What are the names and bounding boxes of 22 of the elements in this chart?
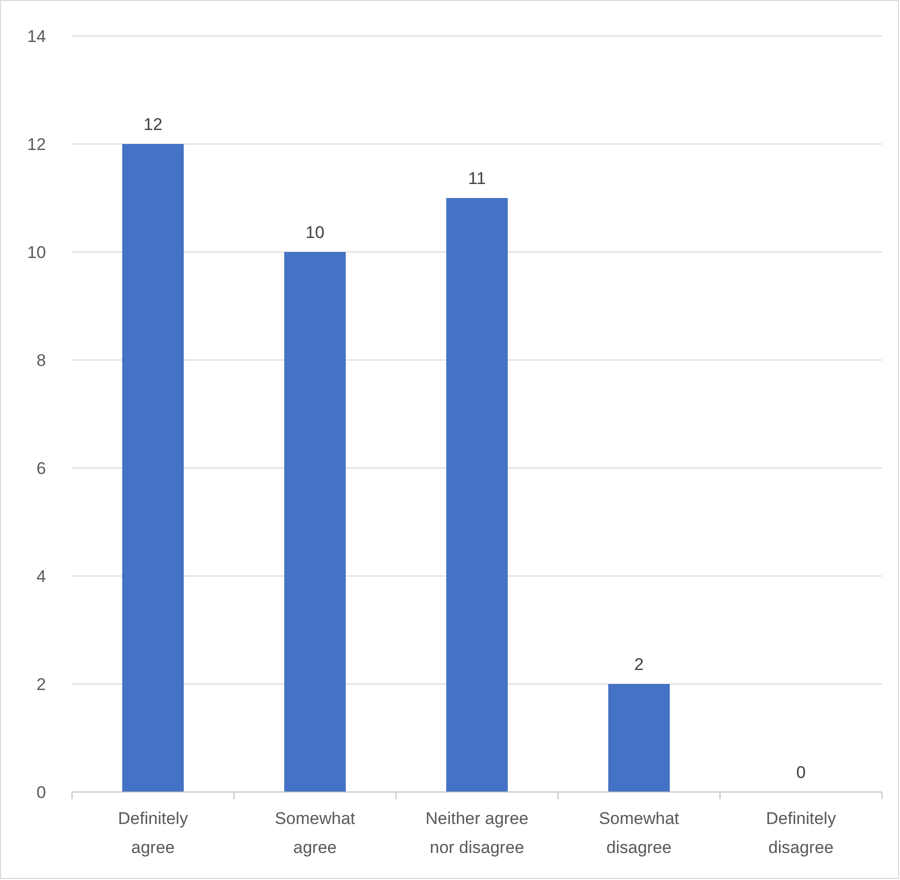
data-label: 10 xyxy=(306,223,324,242)
y-tick-label: 6 xyxy=(36,458,46,478)
y-tick-label: 14 xyxy=(27,26,46,46)
y-tick-label: 4 xyxy=(36,566,46,586)
x-tick-label: Definitely agree xyxy=(118,809,188,857)
x-tick-label: Neither agree nor disagree xyxy=(425,809,529,857)
bar xyxy=(284,252,346,792)
y-tick-label: 10 xyxy=(27,242,46,262)
y-tick-label: 8 xyxy=(36,350,46,370)
y-tick-label: 0 xyxy=(36,782,46,802)
data-label: 2 xyxy=(634,655,644,674)
y-tick-label: 12 xyxy=(27,134,46,154)
y-tick-label: 2 xyxy=(36,674,46,694)
x-tick-label: Definitely disagree xyxy=(766,809,836,857)
data-label: 11 xyxy=(468,169,486,188)
bar xyxy=(122,144,184,792)
bar xyxy=(446,198,508,792)
bar xyxy=(608,684,670,792)
data-label: 0 xyxy=(796,763,806,782)
x-tick-label: Somewhat disagree xyxy=(598,809,680,857)
data-label: 12 xyxy=(144,115,162,134)
x-tick-label: Somewhat agree xyxy=(274,809,356,857)
